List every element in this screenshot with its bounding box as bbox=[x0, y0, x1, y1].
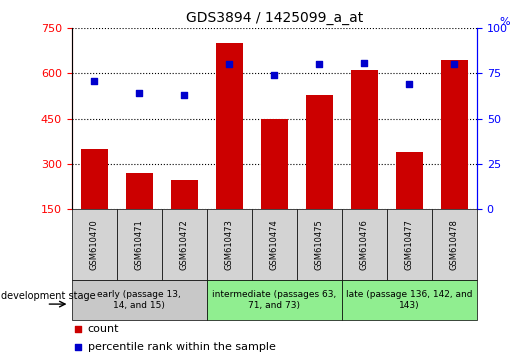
Text: count: count bbox=[88, 324, 119, 334]
Point bbox=[73, 344, 82, 350]
Text: %: % bbox=[499, 17, 510, 27]
Text: GSM610477: GSM610477 bbox=[405, 219, 414, 270]
Bar bbox=[72, 280, 207, 320]
Point bbox=[360, 60, 369, 65]
Bar bbox=[306, 95, 333, 209]
Bar bbox=[171, 180, 198, 209]
Bar bbox=[207, 280, 342, 320]
Point bbox=[135, 91, 143, 96]
Bar bbox=[342, 280, 477, 320]
Point bbox=[180, 92, 189, 98]
Point bbox=[450, 62, 459, 67]
Text: early (passage 13,
14, and 15): early (passage 13, 14, and 15) bbox=[97, 290, 181, 310]
Point bbox=[225, 62, 233, 67]
Text: GSM610475: GSM610475 bbox=[315, 219, 324, 270]
Bar bbox=[252, 209, 297, 280]
Point bbox=[315, 62, 323, 67]
Bar bbox=[441, 60, 468, 209]
Point bbox=[270, 73, 279, 78]
Bar bbox=[81, 149, 108, 209]
Bar bbox=[261, 119, 288, 209]
Bar bbox=[207, 209, 252, 280]
Bar bbox=[351, 70, 378, 209]
Bar bbox=[72, 209, 117, 280]
Text: intermediate (passages 63,
71, and 73): intermediate (passages 63, 71, and 73) bbox=[212, 290, 337, 310]
Bar bbox=[432, 209, 477, 280]
Text: GSM610476: GSM610476 bbox=[360, 219, 369, 270]
Bar bbox=[117, 209, 162, 280]
Text: GSM610473: GSM610473 bbox=[225, 219, 234, 270]
Bar bbox=[342, 209, 387, 280]
Text: percentile rank within the sample: percentile rank within the sample bbox=[88, 342, 276, 352]
Text: GSM610470: GSM610470 bbox=[90, 219, 99, 270]
Bar bbox=[162, 209, 207, 280]
Text: GSM610471: GSM610471 bbox=[135, 219, 144, 270]
Text: GSM610472: GSM610472 bbox=[180, 219, 189, 270]
Bar bbox=[126, 173, 153, 209]
Text: development stage: development stage bbox=[2, 291, 96, 301]
Point bbox=[405, 81, 413, 87]
Text: GSM610474: GSM610474 bbox=[270, 219, 279, 270]
Bar bbox=[396, 152, 423, 209]
Title: GDS3894 / 1425099_a_at: GDS3894 / 1425099_a_at bbox=[186, 11, 363, 24]
Text: GSM610478: GSM610478 bbox=[450, 219, 459, 270]
Text: late (passage 136, 142, and
143): late (passage 136, 142, and 143) bbox=[346, 290, 473, 310]
Bar bbox=[216, 44, 243, 209]
Bar bbox=[297, 209, 342, 280]
Point bbox=[73, 326, 82, 332]
Bar bbox=[387, 209, 432, 280]
Point bbox=[90, 78, 99, 84]
